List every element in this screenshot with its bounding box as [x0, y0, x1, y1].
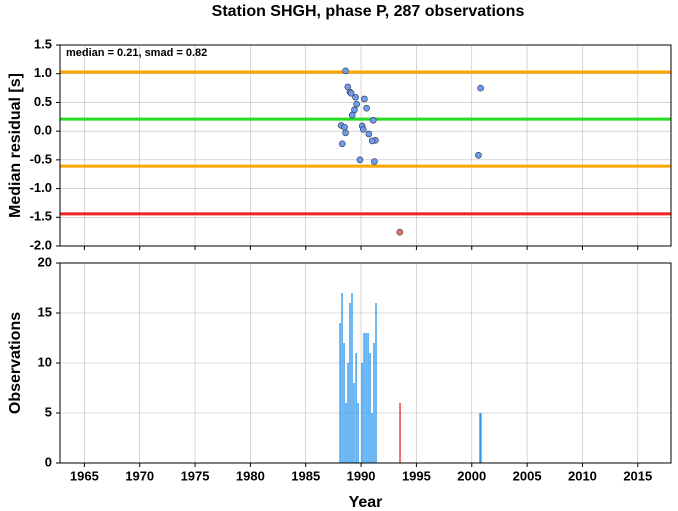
bar	[365, 333, 367, 463]
x-tick-label: 2005	[513, 468, 542, 483]
point	[353, 100, 360, 108]
y-axis-label: Observations	[7, 312, 24, 414]
x-tick-label: 1970	[125, 468, 154, 483]
x-tick-label: 1980	[236, 468, 265, 483]
y-tick-label: 0	[45, 454, 52, 469]
bar	[355, 353, 357, 463]
y-tick-label: 1.0	[34, 65, 52, 80]
plot-frame	[59, 44, 672, 247]
y-tick-label: 15	[38, 304, 52, 319]
y-tick-label: 10	[38, 354, 52, 369]
annotation: median = 0.21, smad = 0.82	[66, 47, 207, 59]
bar	[339, 323, 341, 463]
bar	[343, 343, 345, 463]
x-tick-label: 1965	[70, 468, 99, 483]
point	[338, 140, 346, 148]
bar	[369, 353, 371, 463]
bar	[351, 293, 353, 463]
bar	[349, 303, 351, 463]
y-tick-label: -2.0	[30, 237, 52, 252]
y-tick-label: -1.5	[30, 209, 52, 224]
x-tick-label: 1985	[291, 468, 320, 483]
bar	[375, 303, 377, 463]
y-tick-label: 0.0	[34, 123, 52, 138]
bar	[399, 403, 401, 463]
plot-frame	[59, 262, 672, 464]
point	[341, 123, 348, 131]
point	[342, 67, 349, 75]
bar	[361, 363, 363, 463]
point	[368, 137, 376, 145]
y-tick-label: -1.0	[30, 180, 52, 195]
y-tick-label: 5	[45, 404, 52, 419]
bar	[367, 333, 369, 463]
point	[342, 129, 349, 137]
bar	[479, 413, 481, 463]
point	[356, 156, 364, 164]
y-axis-label: Median residual [s]	[7, 73, 24, 218]
bar	[373, 343, 375, 463]
y-tick-label: 20	[38, 254, 52, 269]
point	[396, 228, 404, 236]
bar	[353, 383, 355, 463]
point	[348, 111, 356, 119]
point	[365, 130, 373, 138]
point	[369, 116, 377, 124]
point	[359, 126, 367, 133]
point	[363, 104, 370, 112]
point	[371, 158, 378, 165]
point	[477, 84, 484, 92]
x-tick-label: 1975	[181, 468, 210, 483]
x-tick-label: 2010	[568, 468, 597, 483]
point	[475, 151, 482, 159]
chart-title: Station SHGH, phase P, 287 observations	[212, 3, 525, 20]
bar	[341, 293, 343, 463]
x-tick-label: 1995	[402, 468, 431, 483]
x-tick-label: 2015	[623, 468, 652, 483]
point	[352, 93, 359, 101]
x-tick-label: 1990	[347, 468, 376, 483]
x-axis-label: Year	[349, 494, 383, 511]
bar	[347, 363, 349, 463]
point	[361, 95, 368, 103]
bar	[363, 333, 365, 463]
bar	[345, 403, 347, 463]
point	[347, 89, 355, 97]
bar	[480, 413, 482, 463]
bar	[371, 413, 373, 463]
y-tick-label: 0.5	[34, 94, 52, 109]
y-tick-label: -0.5	[30, 151, 52, 166]
x-tick-label: 2000	[457, 468, 486, 483]
bar	[357, 403, 359, 463]
y-tick-label: 1.5	[34, 36, 52, 51]
